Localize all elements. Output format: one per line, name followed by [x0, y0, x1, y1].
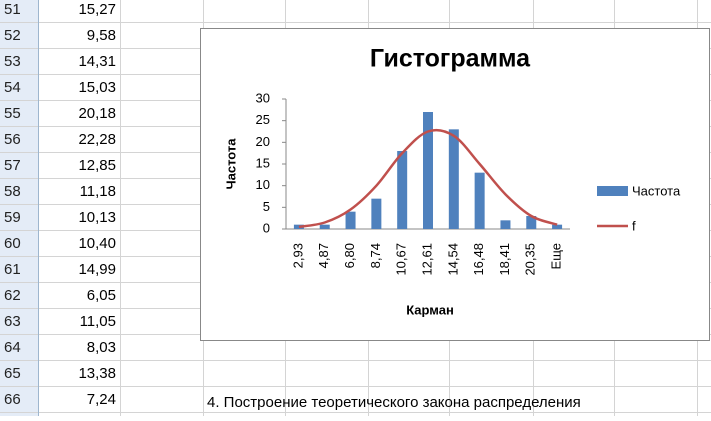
cell-value: 11,18	[80, 183, 116, 200]
cell-value: 14,99	[78, 261, 116, 278]
cell-value: 14,31	[78, 53, 116, 70]
cell-value: 9,58	[87, 27, 116, 44]
legend-swatch	[597, 186, 628, 196]
cell-value: 15,27	[78, 1, 116, 18]
cell-value: 11,05	[80, 313, 116, 330]
legend-label: Частота	[632, 183, 681, 198]
y-tick-label: 0	[263, 220, 270, 235]
cell-value: 13,38	[78, 365, 116, 382]
row-number: 55	[4, 105, 21, 122]
cell-value: 6,05	[87, 287, 116, 304]
row-number: 63	[4, 313, 21, 330]
row-number: 64	[4, 339, 21, 356]
bar	[500, 220, 511, 229]
bar	[319, 224, 330, 229]
x-tick-label: 6,80	[342, 243, 357, 268]
x-tick-label: 16,48	[471, 243, 486, 276]
cell-value: 10,40	[78, 235, 116, 252]
note-text: 4. Построение теоретического закона расп…	[207, 394, 581, 411]
line	[298, 128, 558, 229]
y-tick-label: 20	[256, 134, 270, 149]
bar	[397, 151, 408, 229]
x-tick-label: Еще	[549, 243, 564, 269]
cell-value: 7,24	[87, 391, 116, 408]
row-number: 60	[4, 235, 21, 252]
cell-value: 20,18	[78, 105, 116, 122]
x-axis-label: Карман	[406, 302, 454, 317]
row-number: 54	[4, 79, 21, 96]
x-tick-label: 14,54	[445, 243, 460, 276]
x-tick-label: 4,87	[316, 243, 331, 268]
bar	[448, 129, 459, 229]
row-number: 61	[4, 261, 21, 278]
cell-value: 8,03	[87, 339, 116, 356]
y-tick-label: 10	[256, 177, 270, 192]
bar	[552, 224, 563, 229]
cell-value: 10,13	[78, 209, 116, 226]
x-tick-label: 10,67	[394, 243, 409, 276]
bar	[526, 216, 537, 229]
y-tick-label: 25	[256, 112, 270, 127]
cell-value: 12,85	[78, 157, 116, 174]
x-tick-label: 8,74	[368, 243, 383, 268]
x-tick-label: 12,61	[419, 243, 434, 276]
bar	[371, 198, 382, 229]
bar	[423, 112, 433, 229]
cell-value: 22,28	[78, 131, 116, 148]
y-tick-label: 5	[263, 199, 270, 214]
bar	[293, 224, 304, 229]
bar	[345, 211, 356, 229]
bar	[474, 172, 485, 229]
y-tick-label: 15	[256, 155, 270, 170]
row-number: 51	[4, 1, 21, 18]
y-tick-label: 30	[256, 90, 270, 105]
row-header-column	[0, 0, 38, 416]
row-number: 56	[4, 131, 21, 148]
row-number: 59	[4, 209, 21, 226]
x-tick-label: 2,93	[290, 243, 305, 268]
x-tick-label: 20,35	[523, 243, 538, 276]
x-tick-label: 18,41	[497, 243, 512, 276]
row-number: 57	[4, 157, 21, 174]
row-number: 53	[4, 53, 21, 70]
row-number: 58	[4, 183, 21, 200]
row-number: 66	[4, 391, 21, 408]
row-number: 65	[4, 365, 21, 382]
row-number: 62	[4, 287, 21, 304]
chart-title: Гистограмма	[370, 45, 531, 73]
legend-label: f	[632, 218, 636, 233]
y-axis-label: Частота	[223, 138, 238, 190]
row-number: 52	[4, 27, 21, 44]
cell-value: 15,03	[78, 79, 116, 96]
